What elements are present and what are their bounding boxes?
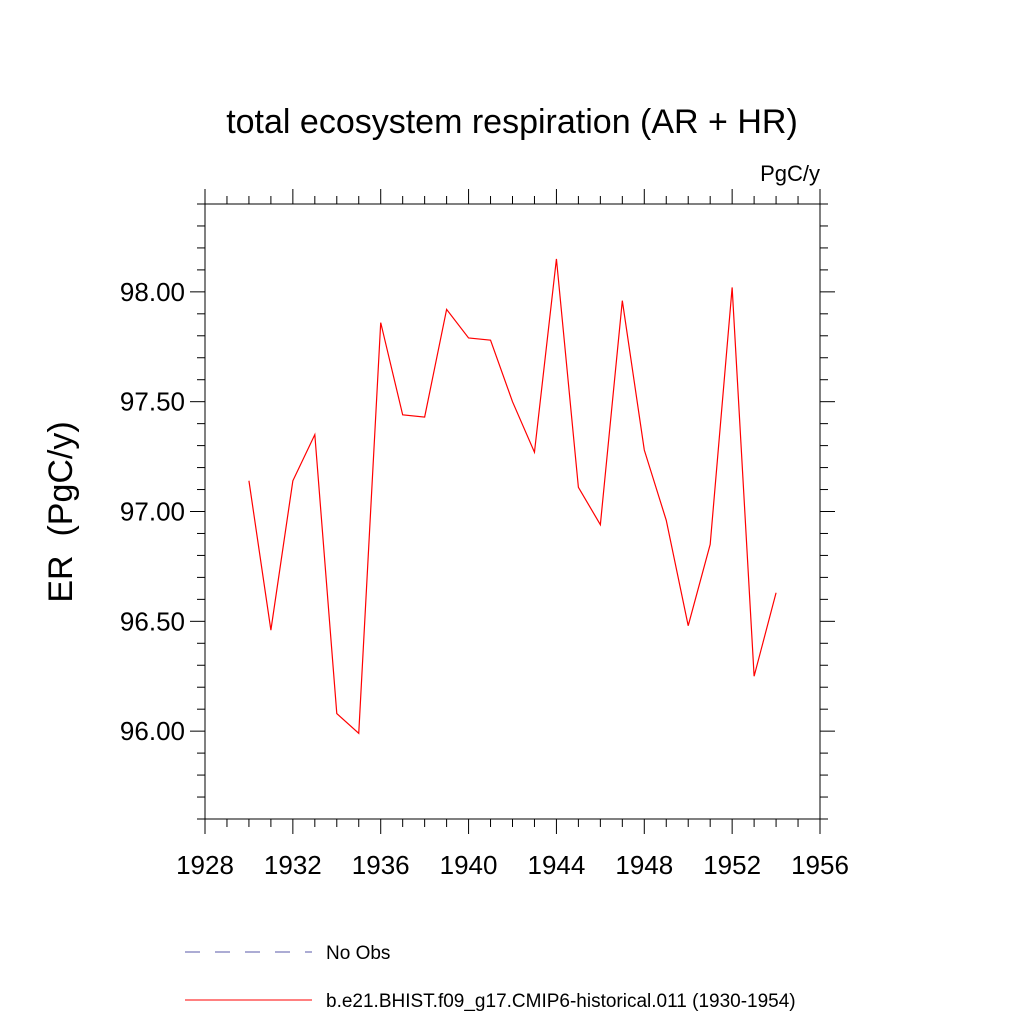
data-point — [687, 624, 690, 627]
y-tick-label: 97.00 — [120, 497, 185, 527]
x-tick-label: 1932 — [264, 850, 322, 880]
data-point — [643, 449, 646, 452]
data-point — [489, 339, 492, 342]
data-point — [511, 400, 514, 403]
x-tick-label: 1940 — [440, 850, 498, 880]
y-tick-label: 96.00 — [120, 716, 185, 746]
data-point — [357, 732, 360, 735]
plot-frame — [204, 203, 821, 820]
data-point — [775, 591, 778, 594]
data-point — [709, 543, 712, 546]
data-point — [599, 523, 602, 526]
legend: No Obs b.e21.BHIST.f09_g17.CMIP6-historic… — [185, 943, 796, 1012]
chart-title: total ecosystem respiration (AR + HR) — [226, 103, 798, 141]
data-point — [665, 519, 668, 522]
data-point — [247, 479, 250, 482]
data-point — [577, 486, 580, 489]
series-layer — [247, 257, 778, 735]
units-label: PgC/y — [760, 161, 820, 186]
y-axis-label: ER (PgC/y) — [42, 421, 80, 602]
x-tick-label: 1944 — [528, 850, 586, 880]
data-point — [291, 479, 294, 482]
data-point — [555, 257, 558, 260]
series-line — [248, 258, 777, 735]
data-point — [335, 712, 338, 715]
x-tick-label: 1952 — [703, 850, 761, 880]
data-point — [621, 299, 624, 302]
x-axis: 1928 1932 1936 1940 1944 1948 1952 1956 — [176, 189, 849, 880]
x-tick-label: 1928 — [176, 850, 234, 880]
data-point — [313, 433, 316, 436]
data-point — [445, 308, 448, 311]
x-tick-label: 1936 — [352, 850, 410, 880]
legend-label: No Obs — [326, 943, 390, 964]
data-point — [379, 321, 382, 324]
y-tick-label: 96.50 — [120, 606, 185, 636]
x-tick-label: 1956 — [791, 850, 849, 880]
data-point — [753, 675, 756, 678]
y-tick-label: 98.00 — [120, 277, 185, 307]
data-point — [401, 413, 404, 416]
data-point — [731, 286, 734, 289]
y-axis: 96.00 96.50 97.00 97.50 98.00 — [120, 203, 835, 820]
data-point — [423, 416, 426, 419]
data-point — [533, 451, 536, 454]
y-tick-label: 97.50 — [120, 387, 185, 417]
legend-label: b.e21.BHIST.f09_g17.CMIP6-historical.011… — [326, 991, 796, 1012]
data-point — [269, 629, 272, 632]
x-tick-label: 1948 — [615, 850, 673, 880]
data-point — [467, 336, 470, 339]
